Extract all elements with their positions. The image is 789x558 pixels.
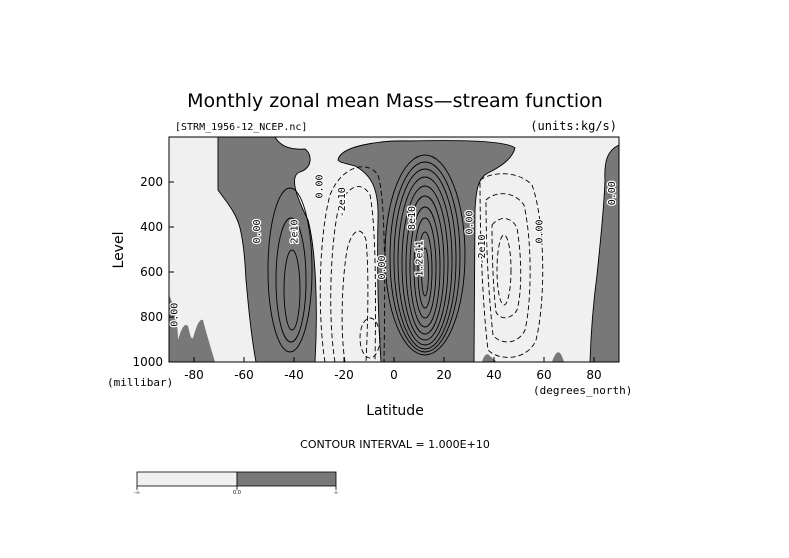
svg-text:1.2e11: 1.2e11 bbox=[415, 240, 426, 276]
chart-title: Monthly zonal mean Mass—stream function bbox=[187, 90, 603, 112]
contour-label: 0.00 bbox=[376, 254, 390, 281]
contour-label: 1.2e11 bbox=[413, 239, 427, 278]
x-unit-label: (degrees_north) bbox=[533, 384, 632, 397]
positive-contours-hadley bbox=[384, 154, 466, 356]
contour-label: 0.00 bbox=[169, 301, 182, 328]
contour-label: 8e10 bbox=[406, 205, 420, 232]
svg-text:0.00: 0.00 bbox=[607, 181, 618, 205]
colorbar-label-max: ∞ bbox=[334, 490, 338, 496]
svg-text:-2e10: -2e10 bbox=[337, 187, 348, 217]
colorbar-negative-swatch bbox=[136, 471, 238, 487]
positive-contours-south-polar bbox=[267, 187, 313, 353]
svg-text:0.00: 0.00 bbox=[535, 219, 546, 243]
svg-text:0.00: 0.00 bbox=[252, 219, 263, 243]
x-axis-title: Latitude bbox=[366, 403, 424, 419]
plot-area: 2e100.000.00-2e100.008e101.2e110.00-2e10… bbox=[169, 137, 619, 362]
contour-label: -2e10 bbox=[476, 233, 490, 266]
units-label: (units:kg/s) bbox=[530, 119, 617, 133]
contour-label: -2e10 bbox=[336, 186, 350, 219]
x-tick-label: -40 bbox=[284, 368, 304, 382]
y-unit-label: (millibar) bbox=[107, 376, 173, 389]
contour-interval-text: CONTOUR INTERVAL = 1.000E+10 bbox=[300, 438, 490, 451]
svg-text:0.00: 0.00 bbox=[377, 255, 388, 279]
x-tick-label: -20 bbox=[334, 368, 354, 382]
shaded-region-north-surface bbox=[482, 352, 564, 362]
contour-label: 0.00 bbox=[606, 180, 619, 207]
colorbar-label-min: -∞ bbox=[134, 490, 140, 496]
svg-text:-2e10: -2e10 bbox=[477, 234, 488, 264]
colorbar-label-zero: 0.0 bbox=[233, 490, 241, 496]
svg-text:8e10: 8e10 bbox=[407, 206, 418, 230]
contour-label: 2e10 bbox=[288, 218, 302, 245]
y-tick-label: 200 bbox=[140, 175, 163, 189]
x-tick-label: 20 bbox=[436, 368, 451, 382]
contour-label: 0.00 bbox=[313, 173, 327, 200]
shaded-region-north-polar bbox=[590, 145, 619, 362]
x-axis: -80 -60 -40 -20 0 20 40 60 80 bbox=[184, 357, 602, 382]
negative-contours bbox=[319, 166, 544, 362]
x-tick-label: 80 bbox=[586, 368, 601, 382]
shaded-region-south-polar bbox=[218, 137, 317, 362]
y-tick-label: 600 bbox=[140, 265, 163, 279]
shaded-region-south-pole-surface bbox=[169, 295, 215, 362]
y-tick-label: 400 bbox=[140, 220, 163, 234]
contour-label: 0.00 bbox=[251, 218, 265, 245]
svg-text:0.00: 0.00 bbox=[170, 303, 181, 327]
file-name-label: [STRM_1956-12_NCEP.nc] bbox=[175, 122, 307, 133]
svg-text:2e10: 2e10 bbox=[290, 219, 301, 243]
y-axis-title: Level bbox=[111, 232, 127, 269]
colorbar-positive-swatch bbox=[236, 471, 337, 487]
svg-text:0.00: 0.00 bbox=[465, 210, 476, 234]
colorbar: -∞ 0.0 ∞ bbox=[134, 471, 338, 496]
contour-label: 0.00 bbox=[463, 209, 477, 236]
x-tick-label: -60 bbox=[234, 368, 254, 382]
contour-label: 0.00 bbox=[533, 218, 547, 245]
y-tick-label: 800 bbox=[140, 310, 163, 324]
x-tick-label: 40 bbox=[486, 368, 501, 382]
x-tick-label: 60 bbox=[536, 368, 551, 382]
x-tick-label: -80 bbox=[184, 368, 204, 382]
x-tick-label: 0 bbox=[390, 368, 398, 382]
y-tick-label: 1000 bbox=[132, 355, 163, 369]
y-axis: 200 400 600 800 1000 bbox=[132, 175, 174, 369]
contour-labels: 2e100.000.00-2e100.008e101.2e110.00-2e10… bbox=[169, 173, 619, 328]
svg-text:0.00: 0.00 bbox=[315, 174, 326, 198]
